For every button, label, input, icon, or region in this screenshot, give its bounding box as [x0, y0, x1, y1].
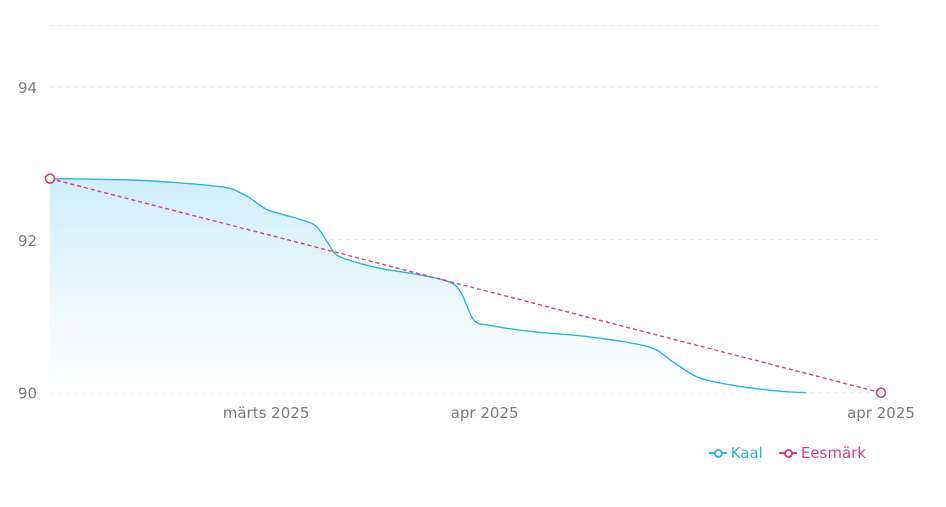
- x-axis-ticks: märts 2025 apr 2025 apr 2025: [223, 404, 915, 422]
- legend: Kaal Eesmärk: [708, 444, 866, 462]
- legend-label: Kaal: [730, 444, 763, 462]
- eesmark-line[interactable]: [49, 177, 882, 394]
- legend-item-eesmark[interactable]: Eesmärk: [778, 444, 866, 462]
- kaal-line[interactable]: [49, 177, 807, 394]
- y-tick-label: 94: [18, 79, 37, 97]
- kaal-area: [50, 178, 807, 393]
- legend-item-kaal[interactable]: Kaal: [708, 444, 763, 462]
- y-axis-ticks: 90 92 94: [18, 79, 37, 403]
- legend-marker-icon: [778, 448, 797, 458]
- eesmark-point[interactable]: [875, 387, 887, 399]
- legend-label: Eesmärk: [800, 444, 866, 462]
- y-tick-label: 92: [18, 232, 37, 250]
- legend-marker-icon: [708, 448, 727, 458]
- eesmark-point[interactable]: [44, 173, 56, 184]
- series-layer: [44, 173, 887, 399]
- y-tick-label: 90: [18, 385, 37, 403]
- x-tick-label: apr 2025: [847, 404, 915, 422]
- x-tick-label: märts 2025: [223, 404, 310, 422]
- x-tick-label: apr 2025: [451, 404, 519, 422]
